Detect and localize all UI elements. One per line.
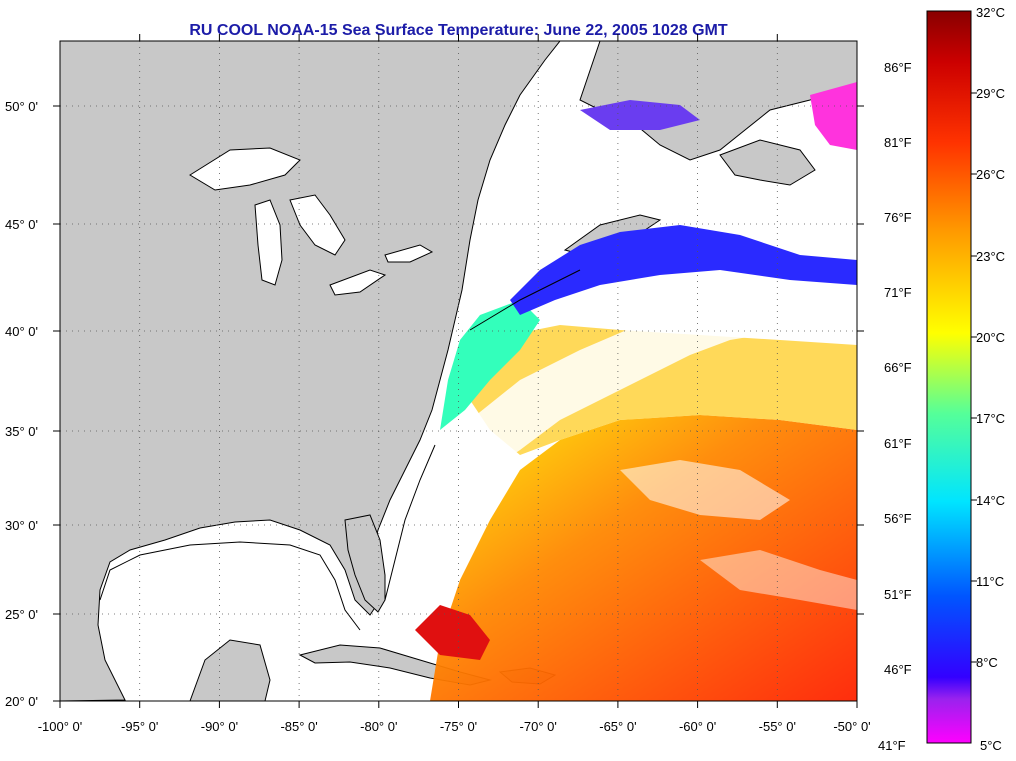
lon-label-55: -55° 0' [759, 719, 796, 734]
f-label-41: 41°F [878, 738, 906, 753]
lon-label-85: -85° 0' [280, 719, 317, 734]
lon-label-100: -100° 0' [38, 719, 83, 734]
lon-label-95: -95° 0' [121, 719, 158, 734]
labrador-sea-sst [810, 82, 857, 150]
fahrenheit-scale: 86°F 81°F 76°F 71°F 66°F 61°F 56°F 51°F … [878, 60, 912, 753]
lon-label-65: -65° 0' [599, 719, 636, 734]
cloud-cover-3 [700, 550, 857, 610]
c-label-29: 29°C [976, 86, 1005, 101]
lon-gridlines [139, 41, 778, 701]
f-label-61: 61°F [884, 436, 912, 451]
yucatan-land [189, 639, 271, 701]
lake-superior [189, 147, 301, 191]
bahamas-sst [415, 605, 490, 660]
f-label-76: 76°F [884, 210, 912, 225]
c-label-23: 23°C [976, 249, 1005, 264]
newfoundland-land [719, 139, 816, 186]
lat-label-20: 20° 0' [5, 694, 38, 709]
lake-michigan [254, 199, 283, 286]
cloud-cover [470, 290, 857, 470]
isobath-contour [99, 269, 581, 631]
f-label-86: 86°F [884, 60, 912, 75]
lon-label-60: -60° 0' [679, 719, 716, 734]
lat-label-40: 40° 0' [5, 324, 38, 339]
lat-label-25: 25° 0' [5, 607, 38, 622]
c-label-26: 26°C [976, 167, 1005, 182]
st-lawrence-sst [580, 100, 700, 130]
cold-shelf-sst [510, 225, 857, 315]
f-label-71: 71°F [884, 285, 912, 300]
lake-erie [329, 269, 387, 296]
f-label-66: 66°F [884, 360, 912, 375]
lake-huron [289, 194, 346, 256]
shelf-water-sst [440, 300, 540, 430]
lake-ontario [384, 244, 434, 263]
map-area [60, 41, 857, 701]
map-title: RU COOL NOAA-15 Sea Surface Temperature:… [189, 22, 728, 39]
lat-label-50: 50° 0' [5, 99, 38, 114]
lat-label-30: 30° 0' [5, 518, 38, 533]
lon-label-75: -75° 0' [440, 719, 477, 734]
c-label-32: 32°C [976, 5, 1005, 20]
c-label-17: 17°C [976, 411, 1005, 426]
c-label-5: 5°C [980, 738, 1002, 753]
c-label-8: 8°C [976, 655, 998, 670]
c-label-20: 20°C [976, 330, 1005, 345]
f-label-81: 81°F [884, 135, 912, 150]
colorbar: 32°C 29°C 26°C 23°C 20°C 17°C 14°C 11°C … [926, 5, 1005, 753]
f-label-56: 56°F [884, 511, 912, 526]
colorbar-gradient [926, 10, 972, 744]
cloud-cover-2 [620, 460, 790, 520]
f-label-51: 51°F [884, 587, 912, 602]
florida-land [344, 514, 386, 613]
lon-axis: -100° 0' -95° 0' -90° 0' -85° 0' -80° 0'… [38, 34, 871, 734]
lat-label-45: 45° 0' [5, 217, 38, 232]
c-label-11: 11°C [976, 574, 1004, 589]
lon-label-50: -50° 0' [833, 719, 870, 734]
lat-label-35: 35° 0' [5, 424, 38, 439]
lat-gridlines [60, 105, 857, 615]
lon-label-70: -70° 0' [520, 719, 557, 734]
lon-label-80: -80° 0' [360, 719, 397, 734]
c-label-14: 14°C [976, 493, 1005, 508]
lat-axis: 50° 0' 45° 0' 40° 0' 35° 0' 30° 0' 25° 0… [5, 99, 864, 709]
lon-label-90: -90° 0' [201, 719, 238, 734]
f-label-46: 46°F [884, 662, 912, 677]
